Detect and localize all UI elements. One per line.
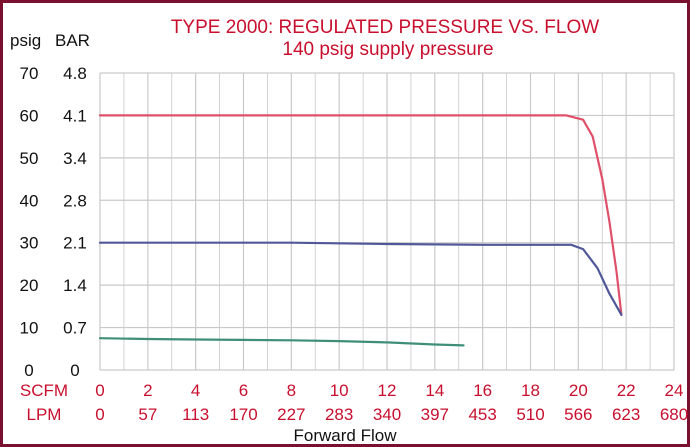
x-axis-label: Forward Flow xyxy=(294,426,398,445)
bar-unit-label: BAR xyxy=(55,31,90,50)
y-tick-psig: 10 xyxy=(20,319,39,338)
series-line-1 xyxy=(98,114,623,316)
series-line-2 xyxy=(98,241,623,316)
x-tick-lpm: 170 xyxy=(229,405,257,424)
chart-title: TYPE 2000: REGULATED PRESSURE VS. FLOW xyxy=(171,17,599,38)
y-tick-psig: 20 xyxy=(20,276,39,295)
series-line-3 xyxy=(98,337,465,347)
psig-unit-label: psig xyxy=(10,31,41,50)
grid xyxy=(99,72,675,371)
y-tick-bar: 2.1 xyxy=(63,234,87,253)
x-tick-lpm: 227 xyxy=(277,405,305,424)
y-tick-psig: 0 xyxy=(24,361,33,380)
x-tick-scfm: 14 xyxy=(425,381,444,400)
chart-subtitle: 140 psig supply pressure xyxy=(282,39,493,60)
x-tick-lpm: 453 xyxy=(468,405,496,424)
y-tick-psig: 40 xyxy=(20,191,39,210)
x-tick-scfm: 8 xyxy=(287,381,296,400)
y-tick-bar: 3.4 xyxy=(63,149,87,168)
y-tick-labels: 0 0 10 0.7 20 1.4 30 2.1 40 2.8 50 3.4 60 4.1 70 4.8 xyxy=(20,64,87,380)
y-tick-bar: 1.4 xyxy=(63,276,87,295)
y-tick-bar: 0 xyxy=(70,361,79,380)
x-tick-scfm: 18 xyxy=(521,381,540,400)
y-tick-psig: 70 xyxy=(20,64,39,83)
x-tick-scfm: 22 xyxy=(617,381,636,400)
y-tick-psig: 60 xyxy=(20,106,39,125)
x-tick-lpm: 340 xyxy=(373,405,401,424)
x-tick-scfm: 20 xyxy=(569,381,588,400)
x-tick-lpm: 510 xyxy=(516,405,544,424)
x-tick-lpm: 680 xyxy=(660,405,688,424)
x-tick-scfm: 6 xyxy=(239,381,248,400)
x-tick-labels: 0 0 2 57 4 113 6 170 8 227 10 283 12 340 14 397 16 453 18 5… xyxy=(95,381,688,424)
y-tick-psig: 30 xyxy=(20,234,39,253)
y-tick-bar: 4.8 xyxy=(63,64,87,83)
y-tick-bar: 4.1 xyxy=(63,106,87,125)
y-tick-bar: 0.7 xyxy=(63,319,87,338)
x-tick-scfm: 12 xyxy=(378,381,397,400)
x-tick-scfm: 4 xyxy=(191,381,200,400)
y-tick-bar: 2.8 xyxy=(63,191,87,210)
x-tick-lpm: 397 xyxy=(421,405,449,424)
x-tick-lpm: 57 xyxy=(138,405,157,424)
x-tick-scfm: 16 xyxy=(473,381,492,400)
x-tick-scfm: 2 xyxy=(143,381,152,400)
x-tick-scfm: 0 xyxy=(95,381,104,400)
x-tick-lpm: 283 xyxy=(325,405,353,424)
x-tick-lpm: 623 xyxy=(612,405,640,424)
series-lines xyxy=(98,114,623,347)
lpm-unit-label: LPM xyxy=(27,405,62,424)
x-tick-scfm: 24 xyxy=(665,381,684,400)
scfm-unit-label: SCFM xyxy=(20,381,68,400)
y-tick-psig: 50 xyxy=(20,149,39,168)
x-tick-lpm: 113 xyxy=(182,405,209,424)
x-tick-scfm: 10 xyxy=(330,381,349,400)
x-tick-lpm: 566 xyxy=(564,405,592,424)
x-tick-lpm: 0 xyxy=(95,405,104,424)
